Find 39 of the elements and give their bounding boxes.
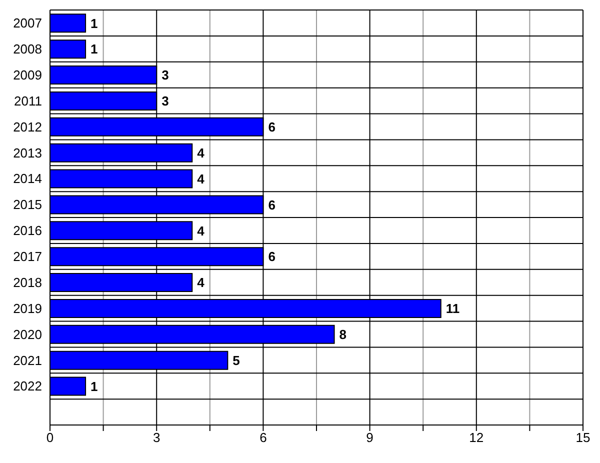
bar bbox=[50, 40, 86, 59]
y-tick-label: 2018 bbox=[13, 274, 42, 290]
x-tick-label: 3 bbox=[152, 430, 160, 446]
y-tick-label: 2008 bbox=[13, 42, 42, 57]
y-tick-label: 2016 bbox=[13, 223, 42, 238]
data-label: 1 bbox=[90, 16, 98, 31]
data-label: 6 bbox=[268, 249, 276, 264]
y-tick-label: 2009 bbox=[13, 67, 42, 82]
y-tick-label: 2014 bbox=[13, 171, 42, 186]
bar bbox=[50, 376, 86, 396]
x-tick-label: 12 bbox=[469, 430, 484, 446]
data-label: 3 bbox=[162, 68, 169, 83]
x-tick-label: 9 bbox=[366, 430, 374, 446]
y-tick-label: 2015 bbox=[13, 197, 42, 212]
data-label: 6 bbox=[268, 197, 276, 212]
bar bbox=[50, 14, 86, 33]
data-label: 8 bbox=[339, 327, 346, 342]
y-tick-label: 2007 bbox=[13, 16, 42, 31]
data-label: 3 bbox=[162, 94, 169, 109]
y-tick-label: 2011 bbox=[14, 93, 42, 108]
y-tick-label: 2012 bbox=[13, 119, 42, 134]
y-tick-label: 2019 bbox=[13, 300, 42, 316]
data-label: 4 bbox=[197, 275, 206, 290]
data-label: 5 bbox=[232, 352, 240, 368]
data-label: 1 bbox=[90, 378, 98, 394]
data-label: 4 bbox=[197, 171, 206, 186]
x-tick-label: 6 bbox=[260, 430, 267, 446]
data-label: 6 bbox=[268, 120, 276, 135]
y-tick-label: 2013 bbox=[13, 145, 42, 160]
x-tick-label: 0 bbox=[46, 430, 54, 446]
y-tick-label: 2017 bbox=[13, 249, 42, 264]
x-tick-label: 15 bbox=[576, 430, 590, 446]
data-label: 1 bbox=[90, 42, 98, 57]
y-tick-label: 2020 bbox=[13, 326, 42, 342]
data-label: 4 bbox=[197, 223, 206, 238]
data-label: 11 bbox=[446, 301, 460, 316]
data-label: 4 bbox=[197, 145, 206, 160]
y-tick-label: 2022 bbox=[13, 378, 42, 394]
y-tick-label: 2021 bbox=[13, 352, 42, 368]
